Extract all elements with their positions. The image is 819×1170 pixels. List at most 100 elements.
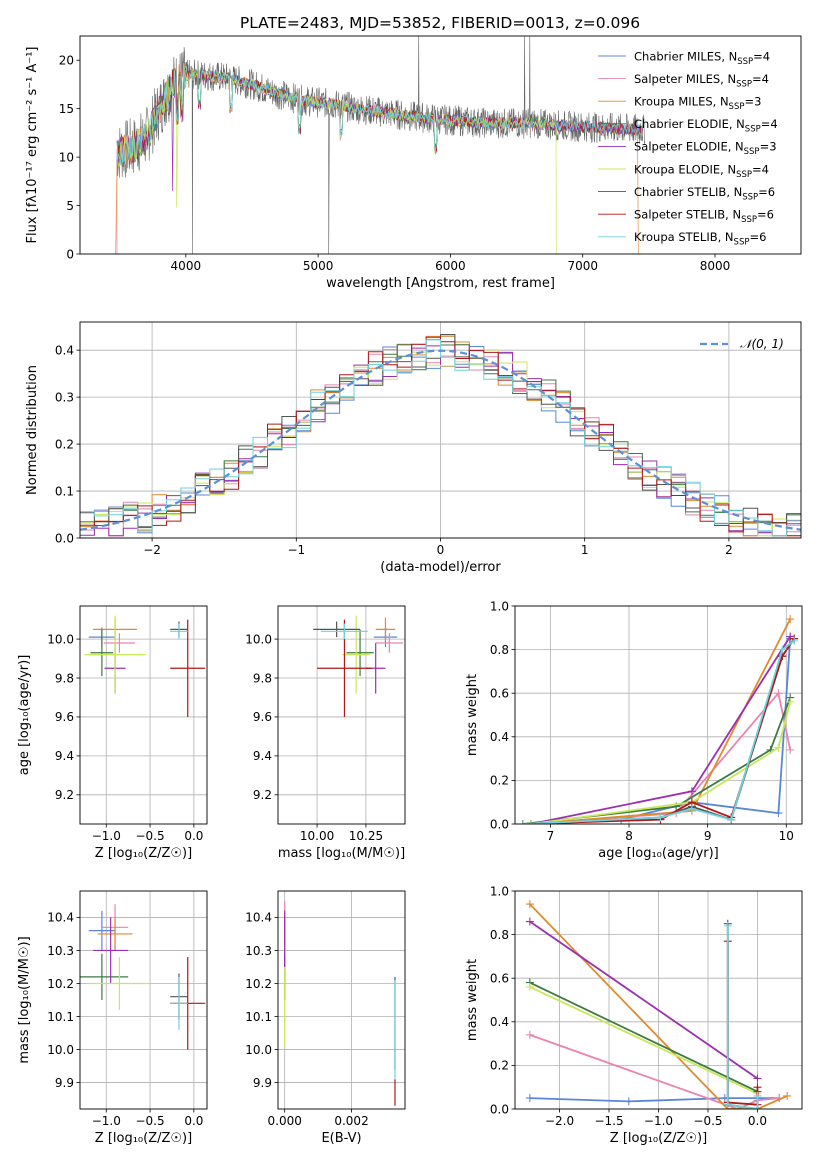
legend-label-sub: SSP: [737, 57, 753, 67]
y-tick-label: 15: [59, 102, 74, 116]
series-marker: [786, 745, 795, 754]
legend-label-text: Salpeter ELODIE, N: [634, 140, 744, 154]
x-tick-label: 5000: [303, 259, 334, 273]
axes-frame: [79, 890, 208, 1110]
series-marker: [727, 815, 736, 824]
panel-residuals: −2 −1 0 1 2 0.0 0.1 0.2 0.3 0.4 (data-model)/error…: [25, 321, 802, 575]
histogram-krou_stel: [80, 339, 801, 537]
x-axis-label: wavelength [Angstrom, rest frame]: [326, 276, 555, 291]
series-line: [726, 925, 759, 1109]
series-line: [529, 1097, 780, 1103]
y-tick-label: 5: [66, 199, 74, 213]
x-axis-label: E(B-V): [321, 1131, 361, 1146]
errorbar-krou_miles: [97, 917, 133, 951]
x-tick-label: 8: [625, 829, 633, 843]
x-tick-label: 8000: [700, 259, 731, 273]
y-tick-label: 20: [59, 54, 74, 68]
panel-weight_vs_age: 7 8 9 10 0.0 0.2 0.4 0.6 0.8 1.0 age [log₁₀(age/yr…: [465, 599, 803, 861]
series-line: [530, 636, 791, 824]
y-tick-label: 9.6: [253, 710, 272, 724]
legend-label-sub: SSP: [736, 170, 752, 180]
legend-label: Chabrier ELODIE, NSSP=4: [634, 117, 778, 135]
legend-label: Chabrier MILES, NSSP=4: [634, 49, 770, 67]
y-tick-label: 0.1: [55, 484, 74, 498]
y-tick-label: 10.2: [245, 977, 272, 991]
series-marker: [790, 636, 799, 645]
legend-label-sub: SSP: [741, 215, 757, 225]
legend-label-eq: =6: [757, 208, 774, 222]
series-line: [522, 638, 792, 824]
legend-label: Kroupa ELODIE, NSSP=4: [634, 162, 769, 180]
errorbar-salp_miles: [375, 633, 404, 653]
y-axis-label: mass [log₁₀(M/M☉)]: [17, 936, 32, 1063]
spectrum-salp_miles: [116, 64, 643, 254]
plot-area: [80, 904, 206, 1050]
series-marker: [774, 743, 783, 752]
panel-mass_vs_ebv: 0.000 0.002 9.9 10.0 10.1 10.2 10.3 10.4 E(B-V): [245, 890, 406, 1146]
plot-area: [525, 900, 792, 1109]
series-line: [529, 986, 758, 1095]
x-tick-label: 0.0: [184, 829, 203, 843]
y-tick-label: 9.2: [55, 788, 74, 802]
panel-mass_vs_Z: −1.0 −0.5 0.0 9.9 10.0 10.1 10.2 10.3 10.4 Z [log…: [17, 890, 208, 1146]
axes-frame: [79, 35, 802, 255]
x-axis-label: Z [log₁₀(Z/Z☉)]: [610, 1131, 707, 1146]
series-marker: [774, 809, 783, 818]
legend-label-sub: SSP: [744, 147, 760, 157]
legend-label-eq: =4: [752, 72, 769, 86]
series-line: [529, 903, 788, 1109]
y-axis-label: Flux [fλ10⁻¹⁷ erg cm⁻² s⁻¹ A⁻¹]: [25, 47, 40, 244]
errorbar-salp_stel: [170, 619, 206, 717]
x-tick-label: 9: [704, 829, 712, 843]
x-tick-label: −1: [287, 543, 305, 557]
errorbar-krou_miles: [375, 617, 396, 642]
y-tick-label: 10.1: [245, 1010, 272, 1024]
y-tick-label: 10.0: [47, 1043, 74, 1057]
y-tick-label: 10.1: [47, 1010, 74, 1024]
x-axis-label: age [log₁₀(age/yr)]: [598, 846, 719, 861]
y-tick-label: 10: [59, 150, 74, 164]
legend-label-eq: =6: [758, 185, 775, 199]
series-marker: [786, 615, 795, 624]
legend-label-text: Chabrier MILES, N: [634, 49, 737, 63]
series-marker: [723, 921, 732, 930]
x-tick-label: 0.000: [268, 1114, 302, 1128]
series-krou_stel: [723, 921, 762, 1109]
errorbar-krou_stel: [170, 623, 188, 640]
y-tick-label: 1.0: [490, 884, 509, 898]
legend-label-text: Kroupa MILES, N: [634, 95, 729, 109]
x-tick-label: −1.5: [594, 1114, 623, 1128]
y-axis-label: mass weight: [465, 959, 480, 1041]
x-tick-label: 1: [581, 543, 589, 557]
series-marker: [525, 900, 534, 909]
legend-label-sub: SSP: [745, 125, 761, 135]
series-line: [529, 981, 758, 1093]
y-tick-label: 10.4: [47, 911, 74, 925]
x-tick-label: 7000: [567, 259, 598, 273]
y-tick-label: 9.9: [253, 1076, 272, 1090]
y-axis-label: mass weight: [465, 674, 480, 756]
y-tick-label: 0.8: [490, 928, 509, 942]
series-salp_elod: [526, 632, 795, 824]
legend-label-text: Kroupa ELODIE, N: [634, 162, 736, 176]
axes-frame: [514, 605, 803, 825]
y-tick-label: 0.4: [490, 730, 509, 744]
x-tick-label: 10.25: [349, 829, 383, 843]
legend-label-text: Chabrier ELODIE, N: [634, 117, 745, 131]
legend-label-text: Kroupa STELIB, N: [634, 230, 734, 244]
errorbar-krou_stel: [170, 976, 188, 1030]
legend-label-eq: =6: [749, 230, 766, 244]
x-tick-label: −1.0: [92, 829, 121, 843]
plot-area: [80, 334, 801, 537]
y-tick-label: 9.4: [253, 749, 272, 763]
y-tick-label: 0.3: [55, 390, 74, 404]
plot-area: [284, 900, 396, 1106]
y-axis-label: age [log₁₀(age/yr)]: [17, 655, 32, 776]
legend-label-eq: =4: [761, 117, 778, 131]
errorbar-chab_stel: [313, 621, 361, 638]
legend-label-sub: SSP: [734, 238, 750, 248]
series-marker: [687, 787, 696, 796]
x-tick-label: 6000: [435, 259, 466, 273]
series-chab_stel: [518, 634, 799, 824]
legend-label: Kroupa STELIB, NSSP=6: [634, 230, 766, 248]
